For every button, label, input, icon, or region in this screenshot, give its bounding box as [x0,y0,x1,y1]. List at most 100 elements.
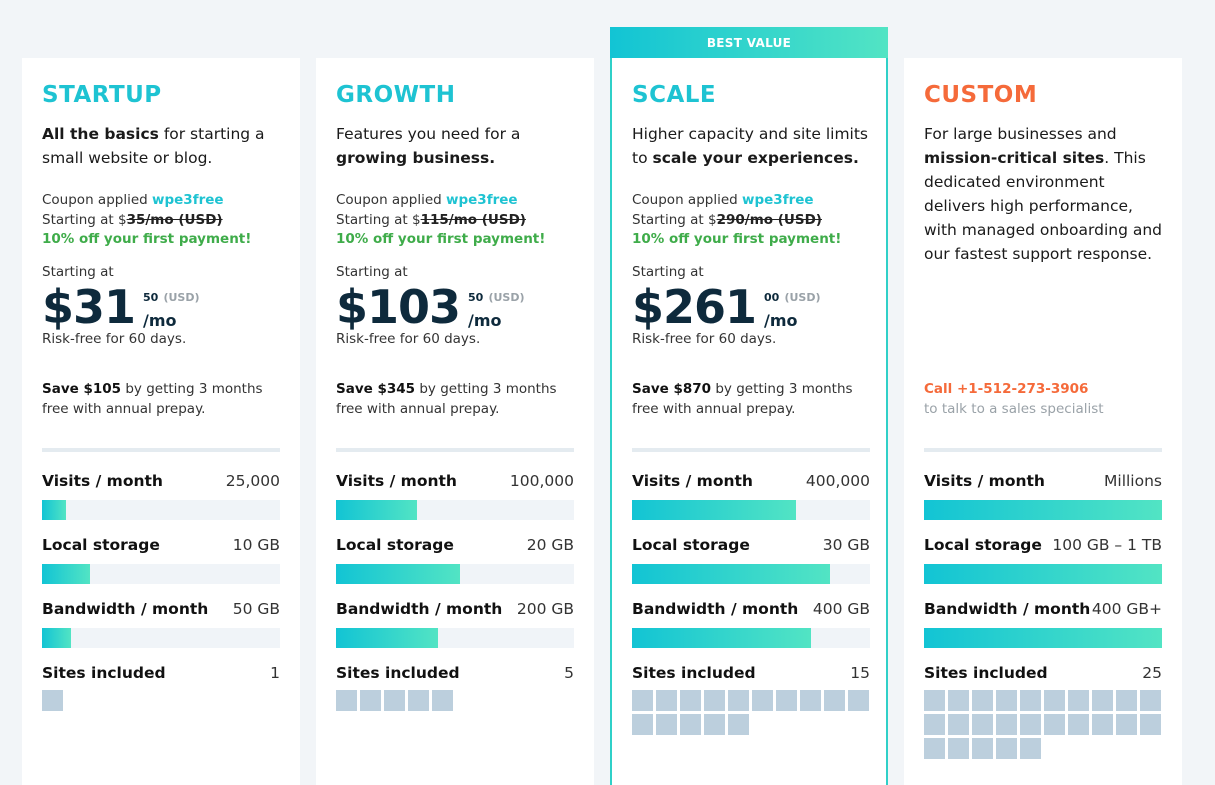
site-box [656,690,677,711]
bar-fill [924,628,1162,648]
plan-name: SCALE [632,82,717,108]
metric-sites: Sites included 25 [924,664,1162,762]
visits-bar [924,500,1162,520]
site-box [924,738,945,759]
plan-card-growth: GROWTH Features you need for a growing b… [316,58,594,785]
bandwidth-bar [924,628,1162,648]
original-price: 290/mo (USD) [716,211,822,228]
visits-bar [632,500,870,520]
discount-text: 10% off your first payment! [336,231,546,247]
bar-fill [42,500,66,520]
starting-at-label: Starting at [632,264,704,280]
divider [632,448,870,452]
plan-card-scale: SCALE Higher capacity and site limits to… [610,58,888,785]
call-sales-link[interactable]: Call +1-512-273-3906 [924,381,1089,397]
site-box [728,714,749,735]
price-period: /mo [143,311,177,330]
plan-description: Features you need for a growing business… [336,125,521,167]
storage-bar [42,564,280,584]
site-box [704,714,725,735]
site-box [972,714,993,735]
metric-visits: Visits / month 25,000 [42,472,280,520]
site-box [948,690,969,711]
bar-fill [632,564,830,584]
risk-free-text: Risk-free for 60 days. [42,331,187,347]
discount-text: 10% off your first payment! [42,231,252,247]
visits-bar [336,500,574,520]
site-box [704,690,725,711]
price-cents: 50 [143,291,159,304]
divider [336,448,574,452]
metric-bandwidth: Bandwidth / month 400 GB+ [924,600,1162,648]
site-box [632,714,653,735]
price-period: /mo [468,311,502,330]
site-box [1116,690,1137,711]
site-box [1020,690,1041,711]
risk-free-text: Risk-free for 60 days. [632,331,777,347]
site-box [1020,738,1041,759]
site-box [972,738,993,759]
divider [42,448,280,452]
plan-name: GROWTH [336,82,456,108]
plan-card-custom: CUSTOM For large businesses and mission-… [904,58,1182,785]
bar-fill [632,628,811,648]
site-box [680,690,701,711]
site-box [680,714,701,735]
site-box [824,690,845,711]
divider [924,448,1162,452]
original-price: 35/mo (USD) [126,211,223,228]
site-box [1092,690,1113,711]
price: $103 50 (USD) /mo [336,280,524,334]
sites-grid [336,690,576,714]
annual-savings: Save $345 by getting 3 months free with … [336,381,557,417]
site-box [632,690,653,711]
plan-description: For large businesses and mission-critica… [924,125,1162,263]
coupon-code[interactable]: wpe3free [152,192,224,208]
bandwidth-bar [42,628,280,648]
bar-fill [42,628,71,648]
metric-visits: Visits / month 100,000 [336,472,574,520]
coupon-code[interactable]: wpe3free [742,192,814,208]
sales-contact: Call +1-512-273-3906 to talk to a sales … [924,380,1104,419]
coupon-info: Coupon applied wpe3free Starting at $35/… [42,191,251,250]
plan-name: STARTUP [42,82,162,108]
discount-text: 10% off your first payment! [632,231,842,247]
site-box [972,690,993,711]
storage-bar [336,564,574,584]
price-currency: (USD) [784,291,821,304]
metric-storage: Local storage 10 GB [42,536,280,584]
site-box [656,714,677,735]
site-box [948,738,969,759]
site-box [42,690,63,711]
metric-storage: Local storage 20 GB [336,536,574,584]
site-box [432,690,453,711]
storage-bar [632,564,870,584]
price-currency: (USD) [488,291,525,304]
coupon-info: Coupon applied wpe3free Starting at $290… [632,191,841,250]
metric-sites: Sites included 15 [632,664,870,738]
plan-description: All the basics for starting a small webs… [42,125,265,167]
site-box [1092,714,1113,735]
price-cents: 00 [764,291,780,304]
price: $261 00 (USD) /mo [632,280,820,334]
bar-fill [42,564,90,584]
site-box [924,690,945,711]
best-value-ribbon: BEST VALUE [610,27,888,58]
site-box [1068,690,1089,711]
site-box [996,738,1017,759]
site-box [1068,714,1089,735]
annual-savings: Save $870 by getting 3 months free with … [632,381,853,417]
bandwidth-bar [336,628,574,648]
price-cents: 50 [468,291,484,304]
bar-fill [336,564,460,584]
site-box [800,690,821,711]
site-box [408,690,429,711]
site-box [1044,690,1065,711]
site-box [996,690,1017,711]
site-box [1020,714,1041,735]
starting-at-label: Starting at [336,264,408,280]
metric-bandwidth: Bandwidth / month 200 GB [336,600,574,648]
sites-grid [632,690,872,738]
coupon-code[interactable]: wpe3free [446,192,518,208]
price-currency: (USD) [163,291,200,304]
